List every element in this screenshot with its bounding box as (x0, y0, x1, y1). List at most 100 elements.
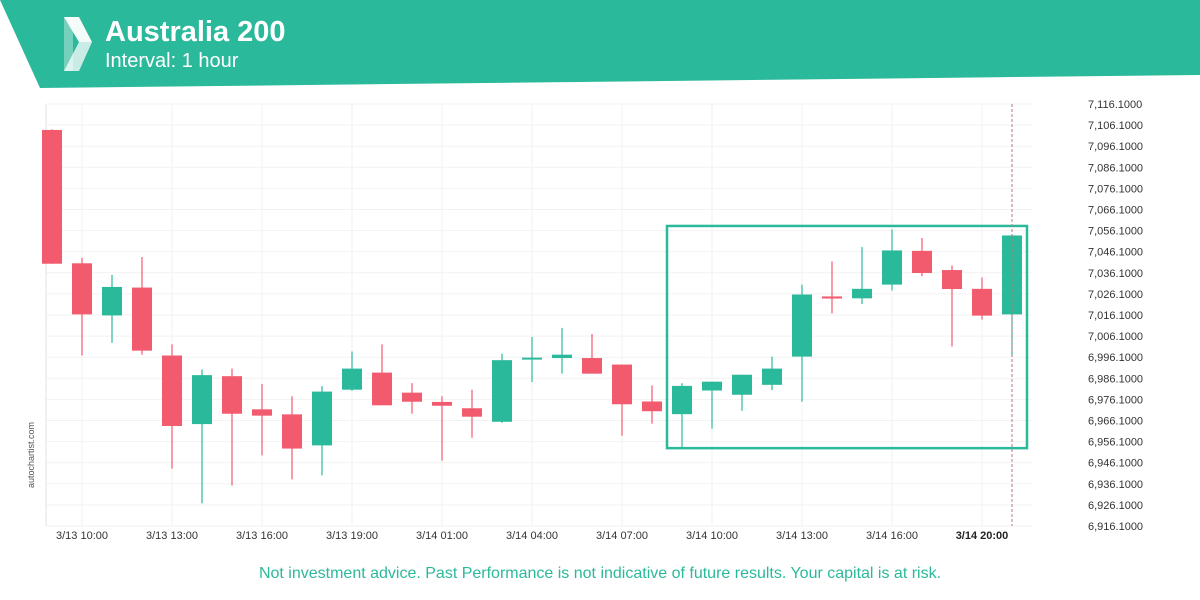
y-tick-label: 7,096.1000 (1088, 141, 1143, 153)
y-axis: 7,116.1000 7,106.1000 7,096.1000 7,086.1000… (1088, 99, 1143, 533)
x-tick-label: 3/13 10:00 (56, 530, 108, 542)
candle (432, 396, 452, 461)
x-tick-label: 3/14 01:00 (416, 530, 468, 542)
candle (972, 277, 992, 320)
x-tick-label: 3/14 20:00 (956, 530, 1009, 542)
candle (462, 389, 482, 438)
autochartist-logo-icon (64, 17, 92, 71)
candle-body (702, 381, 722, 391)
candle-body (432, 401, 452, 406)
candle (42, 129, 62, 264)
y-tick-label: 6,946.1000 (1088, 458, 1143, 470)
y-tick-label: 7,086.1000 (1088, 162, 1143, 174)
candle-body (522, 357, 542, 360)
candle-body (552, 354, 572, 359)
y-tick-label: 7,106.1000 (1088, 120, 1143, 132)
candle (102, 274, 122, 343)
candle (402, 383, 422, 414)
candle (942, 265, 962, 347)
candle-body (492, 360, 512, 422)
candle-body (852, 288, 872, 299)
y-tick-label: 7,006.1000 (1088, 331, 1143, 343)
candle (852, 247, 872, 305)
candle (252, 383, 272, 456)
candle (552, 327, 572, 374)
y-tick-label: 7,046.1000 (1088, 247, 1143, 259)
candle (822, 261, 842, 314)
candle-body (642, 401, 662, 412)
y-tick-label: 7,066.1000 (1088, 205, 1143, 217)
candle-body (372, 372, 392, 406)
y-tick-label: 7,056.1000 (1088, 226, 1143, 238)
candle (282, 396, 302, 480)
candle-body (942, 270, 962, 290)
candle-body (102, 286, 122, 316)
candle-body (402, 392, 422, 402)
y-tick-label: 6,986.1000 (1088, 373, 1143, 385)
candle-body (462, 408, 482, 417)
candle-body (672, 385, 692, 415)
candle-body (732, 374, 752, 395)
candle-body (762, 368, 782, 385)
disclaimer: Not investment advice. Past Performance … (258, 565, 942, 582)
candle (672, 383, 692, 448)
candlestick-chart: 7,116.1000 7,106.1000 7,096.1000 7,086.1000… (42, 99, 1143, 542)
candle (762, 356, 782, 391)
x-axis: 3/13 10:00 3/13 13:00 3/13 16:00 3/13 19:00… (56, 530, 1008, 542)
candle (612, 364, 632, 436)
y-tick-label: 6,926.1000 (1088, 500, 1143, 512)
candle (132, 256, 152, 355)
y-tick-label: 7,016.1000 (1088, 310, 1143, 322)
chart-title: Australia 200 (105, 16, 286, 48)
candle-body (132, 287, 152, 351)
x-tick-label: 3/14 16:00 (866, 530, 918, 542)
x-tick-label: 3/14 04:00 (506, 530, 558, 542)
candle-body (912, 250, 932, 274)
header-banner (0, 0, 1200, 88)
y-tick-label: 6,956.1000 (1088, 437, 1143, 449)
candle-body (252, 409, 272, 416)
candle (222, 368, 242, 486)
candle (732, 374, 752, 411)
x-tick-label: 3/13 19:00 (326, 530, 378, 542)
candle-body (42, 129, 62, 264)
candle (72, 257, 92, 356)
candle (192, 369, 212, 504)
candle-body (162, 355, 182, 426)
candle (912, 237, 932, 277)
candle-body (222, 376, 242, 414)
candle-body (72, 263, 92, 315)
candle (702, 381, 722, 429)
candle-body (342, 368, 362, 390)
candle (492, 353, 512, 423)
candle (522, 336, 542, 383)
candle (372, 344, 392, 406)
y-tick-label: 6,936.1000 (1088, 479, 1143, 491)
candle (312, 386, 332, 476)
y-tick-label: 6,996.1000 (1088, 352, 1143, 364)
candle (582, 333, 602, 374)
y-tick-label: 6,916.1000 (1088, 521, 1143, 533)
candle-body (612, 364, 632, 405)
candle-body (822, 296, 842, 299)
candle (162, 344, 182, 469)
y-tick-label: 6,976.1000 (1088, 394, 1143, 406)
pattern-box (665, 224, 1029, 450)
x-tick-label: 3/13 16:00 (236, 530, 288, 542)
candle-body (282, 414, 302, 449)
x-tick-label: 3/13 13:00 (146, 530, 198, 542)
candle-body (192, 375, 212, 425)
candle (342, 351, 362, 391)
y-tick-label: 7,076.1000 (1088, 183, 1143, 195)
candle (792, 284, 812, 402)
x-tick-label: 3/14 13:00 (776, 530, 828, 542)
interval-label: Interval: 1 hour (105, 50, 239, 72)
grid-lines (45, 103, 1032, 527)
candles (42, 129, 1022, 504)
candle-body (882, 250, 902, 285)
y-tick-label: 7,026.1000 (1088, 289, 1143, 301)
y-tick-label: 7,116.1000 (1088, 99, 1142, 111)
candle-body (312, 391, 332, 446)
x-tick-label: 3/14 07:00 (596, 530, 648, 542)
pattern-box-layer (665, 104, 1029, 526)
